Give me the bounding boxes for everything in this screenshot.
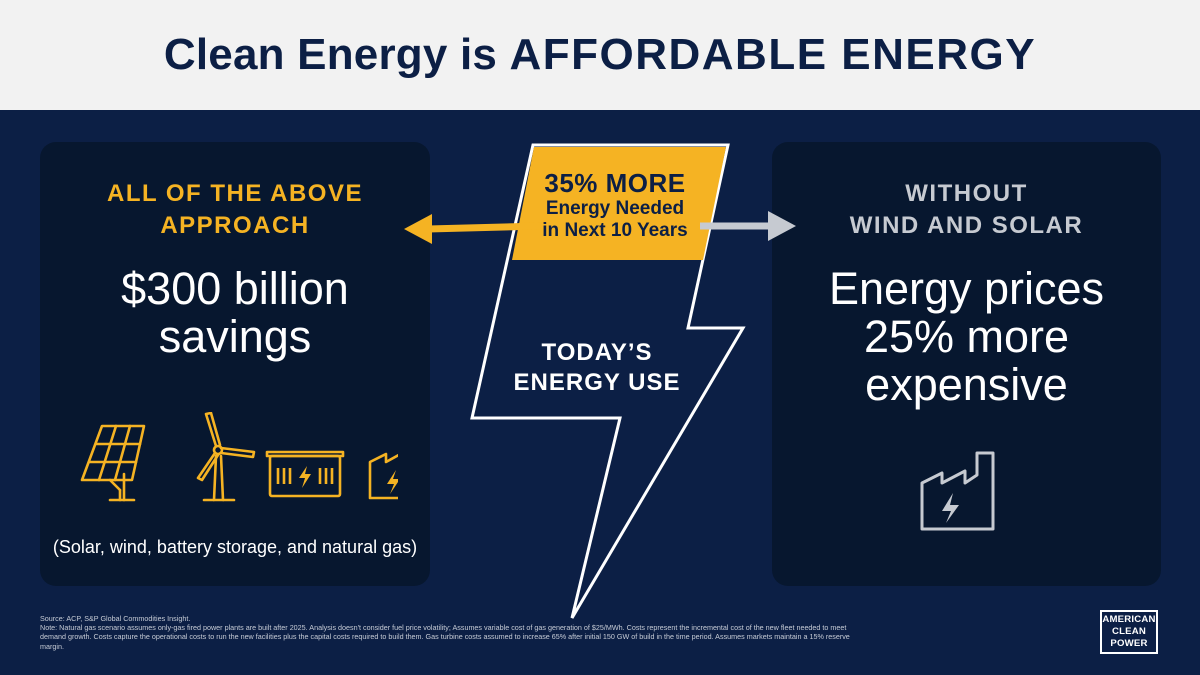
energy-demand-callout: 35% MORE Energy Needed in Next 10 Years (515, 168, 715, 242)
callout-line-1: Energy Needed (545, 198, 685, 219)
callout-percentage: 35% MORE (544, 168, 686, 198)
wind-turbine-icon (196, 412, 256, 502)
page-title: Clean Energy is AFFORDABLE ENERGY (164, 30, 1036, 80)
source-line: Source: ACP, S&P Global Commodities Insi… (40, 614, 191, 623)
right-heading-line-1: WITHOUT (905, 180, 1028, 207)
battery-storage-icon (265, 450, 345, 498)
price-line-1: Energy prices (828, 263, 1105, 314)
todays-energy-use-label: TODAY’S ENERGY USE (472, 338, 722, 398)
callout-line-2: in Next 10 Years (542, 220, 688, 241)
factory-icon (920, 451, 995, 531)
source-note: Source: ACP, S&P Global Commodities Insi… (40, 614, 870, 651)
energy-sources-caption: (Solar, wind, battery storage, and natur… (52, 537, 418, 557)
savings-line-2: savings (158, 311, 312, 362)
right-panel-heading: WITHOUT WIND AND SOLAR (772, 178, 1161, 242)
energy-source-icons (80, 412, 398, 502)
bolt-line-1: TODAY’S (541, 339, 653, 366)
note-text: Note: Natural gas scenario assumes only-… (40, 623, 850, 651)
without-wind-solar-panel: WITHOUT WIND AND SOLAR Energy prices 25%… (772, 142, 1161, 586)
savings-figure: $300 billion savings (40, 265, 430, 361)
left-heading-line-1: ALL OF THE ABOVE (106, 180, 363, 207)
price-line-3: expensive (865, 359, 1068, 410)
price-line-2: 25% more (863, 311, 1070, 362)
left-panel-heading: ALL OF THE ABOVE APPROACH (40, 178, 430, 242)
solar-panel-icon (80, 424, 146, 502)
all-of-the-above-panel: ALL OF THE ABOVE APPROACH $300 billion s… (40, 142, 430, 586)
header-band: Clean Energy is AFFORDABLE ENERGY (0, 0, 1200, 110)
logo-line-2: CLEAN (1111, 626, 1147, 637)
title-part-1: Clean Energy is (163, 30, 510, 79)
title-part-2: AFFORDABLE ENERGY (509, 30, 1037, 79)
logo-line-1: AMERICAN (1102, 614, 1156, 625)
right-heading-line-2: WIND AND SOLAR (849, 212, 1084, 239)
factory-icon (368, 452, 398, 500)
left-heading-line-2: APPROACH (160, 212, 310, 239)
american-clean-power-logo: AMERICAN CLEAN POWER (1100, 610, 1158, 654)
logo-line-3: POWER (1110, 638, 1148, 649)
bolt-line-2: ENERGY USE (513, 369, 681, 396)
savings-line-1: $300 billion (121, 263, 349, 314)
price-increase-figure: Energy prices 25% more expensive (772, 265, 1161, 409)
